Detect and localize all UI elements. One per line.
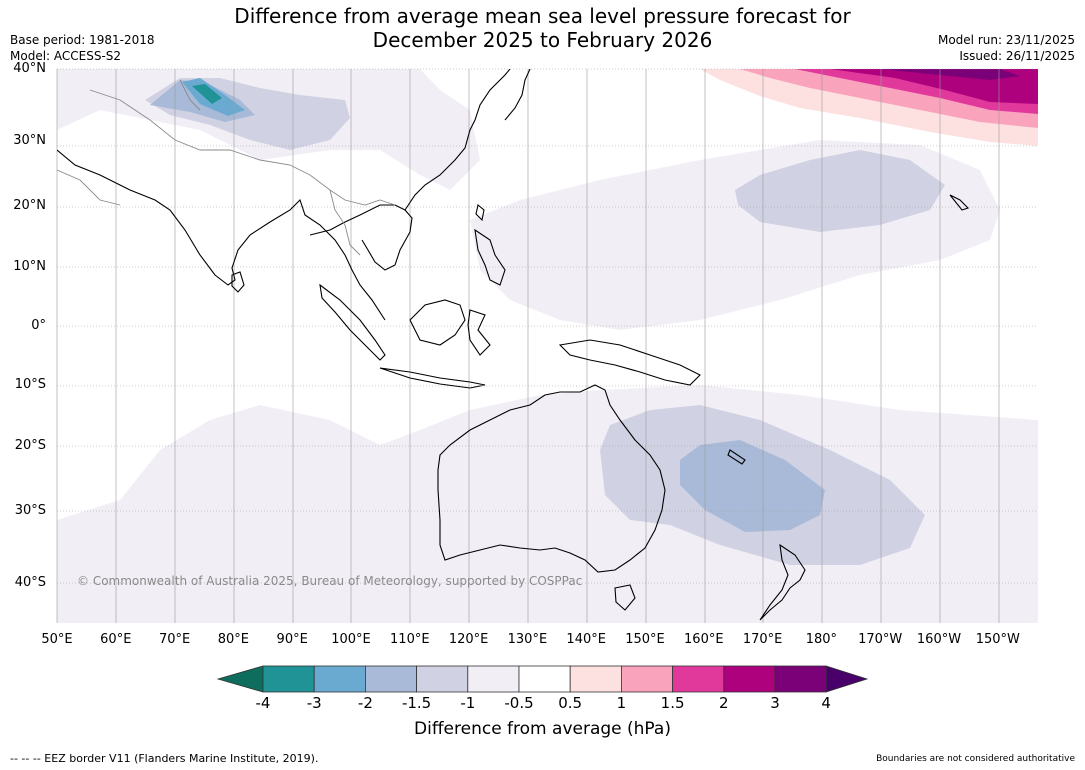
anomaly-region-north-pacific — [735, 150, 945, 232]
pressure-anomaly-field — [57, 69, 1038, 623]
lon-label: 160°W — [916, 632, 962, 647]
colorbar-extend-low — [216, 665, 264, 693]
boundary-line — [57, 169, 121, 206]
boundary-line — [329, 189, 361, 256]
copyright-text: © Commonwealth of Australia 2025, Bureau… — [77, 574, 583, 588]
lon-label: 150°W — [975, 632, 1020, 647]
colorbar-tick-label: -0.5 — [504, 694, 534, 712]
colorbar-tick-label: 1 — [616, 694, 627, 712]
colorbar-tick-label: -2 — [357, 694, 373, 712]
coastline-india — [57, 149, 386, 321]
boundary-line — [179, 79, 201, 111]
issued-text: Issued: 26/11/2025 — [959, 49, 1075, 63]
boundary-line — [89, 89, 396, 206]
lon-label: 170°E — [742, 632, 783, 647]
lon-label: 180° — [805, 632, 838, 647]
gridlines — [56, 68, 1038, 623]
lon-label: 70°E — [158, 632, 191, 647]
colorbar-tick-label: -1.5 — [401, 694, 432, 712]
colorbar-segment — [416, 665, 469, 693]
lat-label: 30°S — [14, 503, 46, 518]
title-line-2: December 2025 to February 2026 — [372, 28, 713, 52]
colorbar-extend-high — [825, 665, 869, 693]
coastline-japan — [504, 69, 531, 121]
colorbar-tick-label: -4 — [255, 694, 271, 712]
coastline-sri-lanka — [231, 271, 245, 293]
colorbar-segment — [262, 665, 315, 693]
coastline-tasmania — [614, 584, 636, 611]
colorbar-tick-label: 0.5 — [558, 694, 583, 712]
colorbar — [216, 665, 869, 693]
lon-label: 80°E — [217, 632, 250, 647]
lat-label: 0° — [31, 318, 46, 333]
coastline-borneo — [409, 299, 466, 346]
title-line-1: Difference from average mean sea level p… — [234, 4, 851, 28]
lat-label: 40°S — [14, 575, 46, 590]
coastline-australia — [437, 384, 666, 573]
lon-label: 170°W — [858, 632, 903, 647]
lon-label: 60°E — [100, 632, 132, 647]
lon-label: 130°E — [507, 632, 548, 647]
colorbar-segment — [672, 665, 725, 693]
lon-label: 110°E — [390, 632, 430, 647]
coastline-sumatra — [319, 283, 386, 361]
coastline-new-guinea — [558, 339, 701, 386]
colorbar-segment — [364, 665, 417, 693]
anomaly-region-positive-3 — [880, 69, 1020, 80]
colorbar-tick-label: 3 — [770, 694, 780, 712]
lat-label: 10°N — [13, 259, 46, 274]
colorbar-tick-label: 2 — [719, 694, 729, 712]
colorbar-tick-label: -3 — [306, 694, 322, 712]
colorbar-label: Difference from average (hPa) — [414, 719, 671, 739]
colorbar-segment — [723, 665, 776, 693]
coastline-taiwan — [475, 203, 485, 222]
model-run-text: Model run: 23/11/2025 — [937, 33, 1075, 47]
lon-label: 120°E — [448, 632, 489, 647]
lon-label: 50°E — [41, 632, 73, 647]
lat-label: 20°S — [14, 438, 46, 453]
colorbar-tick-label: 1.5 — [660, 694, 685, 712]
boundary-disclaimer: Boundaries are not considered authoritat… — [876, 754, 1075, 764]
colorbar-segment — [518, 665, 571, 693]
coastline-new-caledonia — [727, 449, 746, 465]
chart-title: Difference from average mean sea level p… — [0, 4, 1085, 52]
colorbar-tick-label: -1 — [460, 694, 476, 712]
colorbar-segment — [621, 665, 674, 693]
lon-label: 100°E — [331, 632, 371, 647]
coastline-sulawesi — [467, 309, 491, 356]
meta-left: Base period: 1981-2018 Model: ACCESS-S2 — [10, 32, 155, 64]
lat-label: 30°N — [13, 133, 46, 148]
eez-border-note: -- -- -- EEZ border V11 (Flanders Marine… — [10, 752, 319, 765]
coastline-indochina — [309, 204, 413, 271]
coastline-hawaii — [949, 194, 970, 211]
colorbar-segment — [774, 665, 827, 693]
anomaly-region-himalaya-strongest — [192, 84, 222, 104]
coastline-java — [379, 367, 486, 389]
lon-label: 150°E — [625, 632, 665, 647]
coastline-new-zealand — [759, 543, 806, 621]
country-boundaries — [57, 79, 396, 256]
coastline-philippines — [474, 228, 506, 286]
colorbar-segment — [569, 665, 622, 693]
lat-label: 20°N — [13, 198, 46, 213]
colorbar-tick-label: 4 — [821, 694, 831, 712]
anomaly-region-tasman-core — [680, 440, 825, 532]
lon-label: 90°E — [276, 632, 308, 647]
lat-label: 40°N — [13, 61, 46, 76]
coastlines — [57, 69, 970, 621]
lat-label: 10°S — [14, 377, 46, 392]
lon-label: 140°E — [566, 632, 606, 647]
coastline-china — [404, 69, 511, 211]
colorbar-segment — [467, 665, 520, 693]
lon-label: 160°E — [684, 632, 724, 647]
base-period-text: Base period: 1981-2018 — [10, 33, 155, 47]
meta-right: Model run: 23/11/2025 Issued: 26/11/2025 — [938, 32, 1075, 64]
colorbar-segment — [313, 665, 366, 693]
model-text: Model: ACCESS-S2 — [10, 49, 122, 63]
